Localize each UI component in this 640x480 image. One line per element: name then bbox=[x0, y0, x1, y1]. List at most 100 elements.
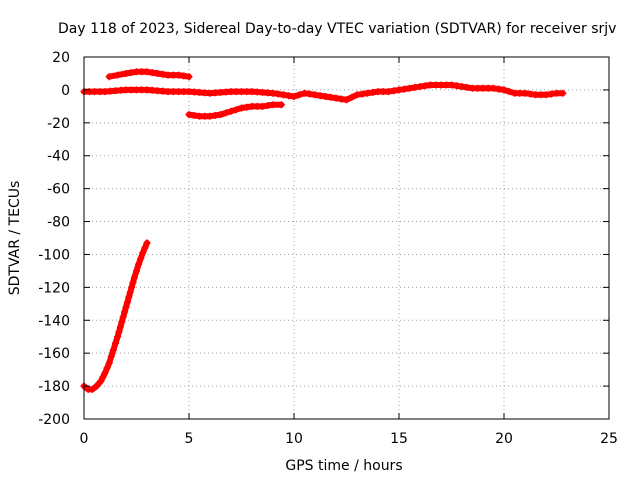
plus-marker bbox=[547, 90, 555, 98]
series-arc-lower bbox=[185, 101, 285, 120]
plus-marker bbox=[93, 382, 101, 390]
plus-marker bbox=[154, 70, 161, 77]
plus-marker bbox=[118, 318, 126, 326]
x-axis-title: GPS time / hours bbox=[285, 458, 402, 474]
plus-marker bbox=[206, 112, 214, 120]
plus-marker bbox=[190, 111, 198, 119]
plus-marker bbox=[463, 83, 471, 91]
x-tick-label: 10 bbox=[285, 431, 303, 447]
plus-marker bbox=[285, 92, 293, 100]
plus-marker bbox=[211, 111, 219, 119]
plus-marker bbox=[175, 71, 182, 79]
plus-marker bbox=[116, 323, 124, 331]
series-arc-upper bbox=[105, 68, 193, 81]
plus-marker bbox=[107, 353, 115, 360]
plus-marker bbox=[135, 260, 143, 268]
plus-marker bbox=[122, 303, 130, 311]
plus-marker bbox=[411, 83, 419, 91]
plus-marker bbox=[105, 359, 113, 367]
series-arc-steep-rise bbox=[80, 239, 151, 393]
plus-marker bbox=[269, 89, 277, 97]
plus-marker bbox=[290, 93, 298, 100]
plus-marker bbox=[395, 86, 403, 94]
plus-marker bbox=[137, 255, 145, 263]
axis-ticks bbox=[83, 56, 610, 420]
plus-marker bbox=[521, 89, 529, 97]
y-tick-label: -140 bbox=[38, 313, 70, 329]
plus-marker bbox=[458, 83, 466, 91]
plus-marker bbox=[348, 93, 356, 101]
plus-marker bbox=[238, 104, 245, 112]
plus-marker bbox=[126, 288, 134, 296]
x-tick-label: 5 bbox=[185, 431, 194, 447]
plus-marker bbox=[453, 82, 461, 90]
plus-marker bbox=[277, 101, 285, 109]
plus-marker bbox=[222, 109, 230, 117]
plus-marker bbox=[114, 333, 122, 341]
series-band bbox=[81, 82, 566, 103]
y-tick-label: 0 bbox=[61, 83, 70, 99]
plus-marker bbox=[343, 96, 350, 104]
plus-marker bbox=[103, 364, 111, 372]
plus-marker bbox=[301, 89, 308, 97]
plus-marker bbox=[416, 83, 424, 91]
plus-marker bbox=[141, 244, 149, 252]
plus-marker bbox=[232, 106, 240, 114]
x-tick-label: 20 bbox=[495, 431, 513, 447]
x-tick-label: 25 bbox=[600, 431, 618, 447]
plus-marker bbox=[114, 71, 122, 79]
series-arc-main bbox=[80, 81, 567, 104]
plus-marker bbox=[130, 274, 138, 281]
x-tick-label: 0 bbox=[80, 431, 89, 447]
plus-marker bbox=[264, 102, 272, 109]
plus-marker bbox=[490, 84, 497, 92]
plus-marker bbox=[115, 328, 123, 336]
x-tick-labels: 0 5 10 15 20 25 bbox=[80, 431, 618, 447]
plus-marker bbox=[385, 88, 392, 96]
plus-marker bbox=[500, 86, 508, 94]
plus-marker bbox=[353, 91, 361, 99]
y-tick-label: -160 bbox=[38, 346, 70, 362]
plus-marker bbox=[119, 313, 127, 321]
plus-marker bbox=[109, 346, 117, 354]
plus-marker bbox=[421, 82, 429, 90]
plus-marker bbox=[143, 68, 151, 76]
plus-marker bbox=[364, 89, 371, 97]
plus-marker bbox=[227, 107, 235, 115]
plus-marker bbox=[390, 87, 398, 95]
chart-title: Day 118 of 2023, Sidereal Day-to-day VTE… bbox=[58, 21, 616, 37]
y-axis-title: SDTVAR / TECUs bbox=[7, 181, 23, 296]
plus-marker bbox=[274, 90, 282, 98]
plus-marker bbox=[295, 91, 303, 99]
plus-marker bbox=[280, 91, 287, 99]
plus-marker bbox=[259, 102, 266, 110]
plus-marker bbox=[99, 373, 107, 381]
plus-marker bbox=[123, 298, 131, 306]
plus-marker bbox=[105, 73, 113, 81]
x-tick-label: 15 bbox=[390, 431, 408, 447]
plus-marker bbox=[269, 101, 277, 109]
plus-marker bbox=[505, 88, 513, 96]
y-tick-label: -40 bbox=[47, 149, 70, 165]
y-tick-labels: 20 0 -20 -40 -60 -80 -100 -120 -140 -160 -180 -200 bbox=[38, 50, 70, 428]
y-tick-label: -80 bbox=[47, 215, 70, 231]
plus-marker bbox=[139, 249, 147, 257]
plus-marker bbox=[553, 89, 560, 97]
plus-marker bbox=[448, 81, 455, 89]
plus-marker bbox=[306, 90, 314, 98]
plus-marker bbox=[88, 385, 96, 393]
plus-marker bbox=[185, 73, 193, 81]
plus-marker bbox=[217, 111, 224, 119]
plus-marker bbox=[112, 339, 119, 347]
y-tick-label: -180 bbox=[38, 379, 70, 395]
grid bbox=[84, 57, 609, 419]
y-tick-label: -120 bbox=[38, 280, 70, 296]
plus-marker bbox=[97, 377, 105, 385]
plus-marker bbox=[526, 90, 534, 98]
plus-marker bbox=[358, 90, 366, 98]
plus-marker bbox=[180, 72, 188, 80]
plus-marker bbox=[185, 111, 193, 119]
plus-marker bbox=[400, 85, 408, 93]
y-tick-label: -60 bbox=[47, 182, 70, 198]
